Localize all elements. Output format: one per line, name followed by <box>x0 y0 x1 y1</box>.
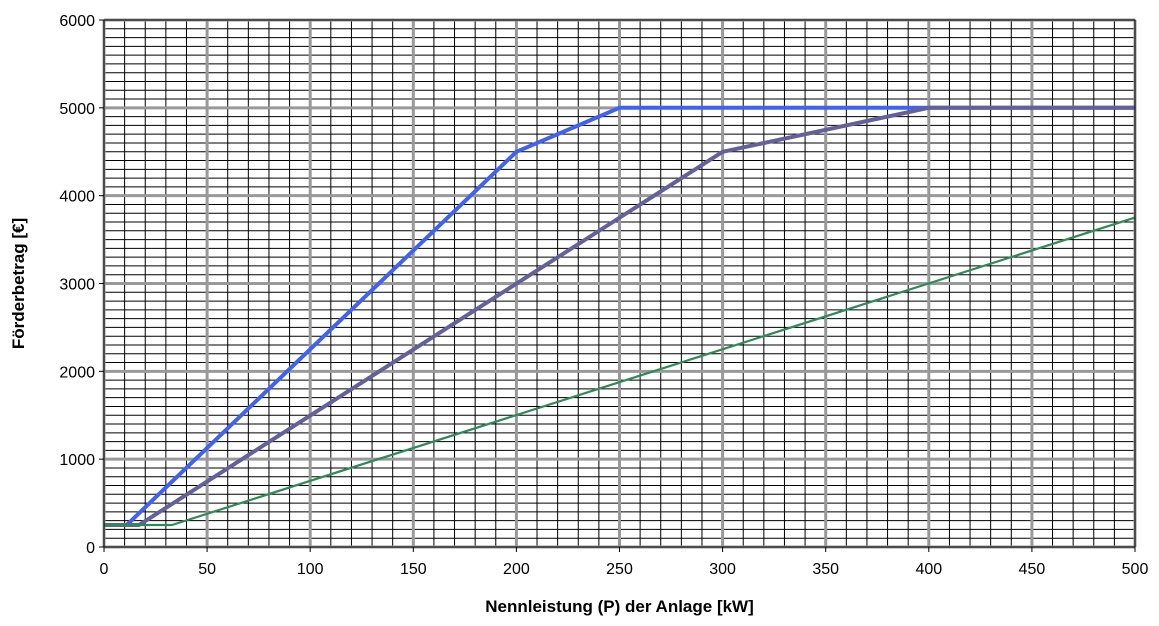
ticks-layer: 0 50 100 150 200 250 300 350 400 450 5000100020003… <box>59 13 1148 578</box>
y-axis-title: Förderbetrag [€] <box>9 218 28 349</box>
x-tick-label: 500 <box>1122 561 1149 578</box>
series-layer <box>104 105 1136 527</box>
y-tick-label: 6000 <box>59 13 95 30</box>
x-tick-label: 450 <box>1019 561 1046 578</box>
x-tick-label: 100 <box>297 561 324 578</box>
y-tick-label: 1000 <box>59 452 95 469</box>
y-tick-label: 4000 <box>59 189 95 206</box>
x-tick-label: 400 <box>915 561 942 578</box>
y-tick-label: 2000 <box>59 364 95 381</box>
y-tick-label: 0 <box>86 540 95 557</box>
y-tick-label: 5000 <box>59 101 95 118</box>
series-line-3 <box>104 216 1136 527</box>
x-tick-label: 300 <box>709 561 736 578</box>
x-axis-title: Nennleistung (P) der Anlage [kW] <box>485 597 754 616</box>
x-tick-label: 200 <box>503 561 530 578</box>
x-tick-label: 50 <box>198 561 216 578</box>
x-tick-label: 350 <box>812 561 839 578</box>
y-tick-label: 3000 <box>59 277 95 294</box>
x-tick-label: 250 <box>606 561 633 578</box>
x-tick-label: 0 <box>100 561 109 578</box>
x-tick-label: 150 <box>400 561 427 578</box>
